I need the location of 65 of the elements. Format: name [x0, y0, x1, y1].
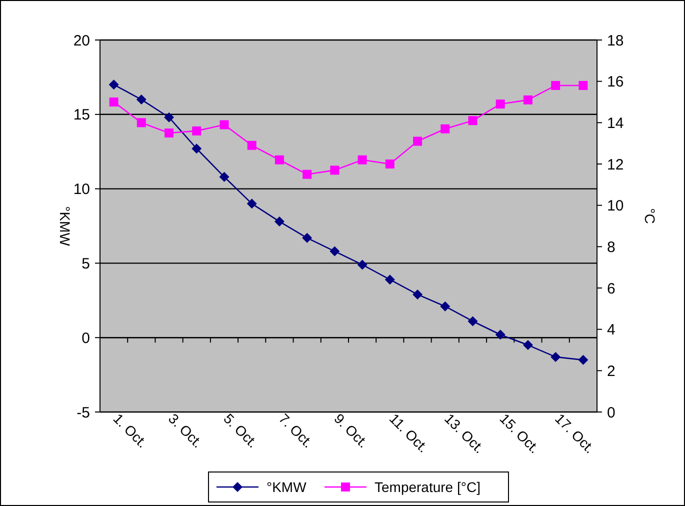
point: [468, 116, 478, 126]
point: [330, 166, 340, 175]
point: [468, 316, 478, 326]
x-tick-label: 11. Oct.: [386, 410, 432, 456]
y-tick-label: 0: [82, 330, 90, 347]
y-tick-label: 15: [73, 106, 90, 124]
x-tick-label: 5. Oct.: [220, 410, 262, 451]
x-tick-label: 1. Oct.: [110, 410, 151, 451]
point: [522, 340, 533, 350]
point: [358, 155, 367, 164]
y-tick-label: -5: [76, 404, 90, 422]
legend-label: Temperature [°C]: [374, 478, 480, 495]
point: [192, 144, 202, 154]
x-tick-label: 17. Oct.: [552, 410, 598, 456]
point: [330, 246, 340, 256]
point: [274, 216, 284, 227]
point: [384, 274, 395, 285]
point: [220, 120, 229, 130]
point: [247, 140, 256, 150]
point: [412, 289, 423, 300]
point: [496, 100, 505, 109]
point: [109, 98, 118, 106]
y-tick-label: 10: [73, 181, 90, 198]
y2-tick-label: 18: [607, 32, 624, 50]
point: [495, 330, 506, 340]
y-axis-title: °KMW: [57, 206, 73, 247]
point: [302, 232, 312, 243]
x-tick-label: 15. Oct.: [496, 410, 543, 456]
y2-tick-label: 10: [607, 198, 624, 215]
point: [136, 94, 146, 105]
x-tick-label: 9. Oct.: [331, 410, 372, 451]
x-tick-label: 13. Oct.: [442, 410, 488, 456]
point: [551, 80, 560, 90]
point: [219, 172, 230, 182]
y2-tick-label: 6: [607, 280, 616, 298]
point: [302, 170, 312, 179]
y2-tick-label: 8: [607, 238, 616, 256]
point: [192, 126, 202, 136]
point: [413, 136, 422, 146]
point: [246, 198, 257, 209]
x-tick-label: 7. Oct.: [276, 410, 316, 451]
y2-tick-label: 14: [607, 114, 624, 132]
point: [164, 112, 174, 122]
y2-tick-label: 12: [607, 156, 624, 174]
point: [440, 301, 450, 312]
y-tick-label: 5: [82, 255, 90, 272]
point: [274, 155, 284, 164]
point: [578, 80, 588, 90]
point: [440, 124, 450, 134]
y2-tick-label: 4: [607, 322, 616, 339]
y2-tick-label: 2: [607, 362, 616, 380]
point: [357, 260, 368, 270]
y-tick-label: 20: [73, 32, 90, 50]
point: [578, 354, 588, 365]
point: [108, 80, 119, 90]
point: [164, 128, 174, 138]
point: [385, 160, 394, 168]
y2-tick-label: 16: [607, 74, 624, 91]
legend-label: °KMW: [266, 478, 308, 495]
point: [523, 95, 532, 104]
x-tick-label: 3. Oct.: [165, 410, 206, 451]
point: [550, 352, 561, 362]
point: [136, 118, 146, 128]
y2-axis-title: °C: [642, 208, 658, 224]
y2-tick-label: 0: [607, 404, 616, 422]
